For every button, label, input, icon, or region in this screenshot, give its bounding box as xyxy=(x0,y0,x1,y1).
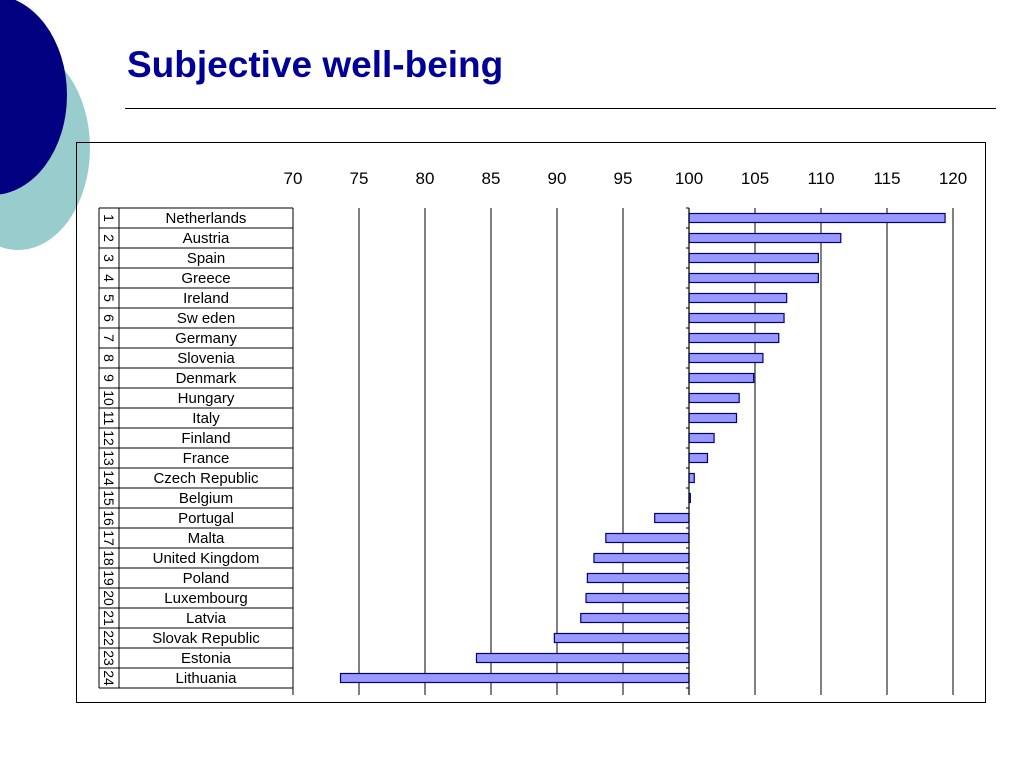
dark-circle-shape xyxy=(0,0,67,195)
x-tick-label: 90 xyxy=(548,169,567,188)
bar xyxy=(688,472,695,484)
category-label: Luxembourg xyxy=(164,590,247,607)
x-tick-label: 75 xyxy=(350,169,369,188)
bar xyxy=(688,272,819,284)
category-label: Hungary xyxy=(178,390,235,407)
bar xyxy=(688,352,764,364)
bar xyxy=(580,612,690,624)
bar xyxy=(654,512,690,524)
category-label: Netherlands xyxy=(166,210,247,227)
x-tick-label: 80 xyxy=(416,169,435,188)
rank-label: 3 xyxy=(101,254,117,262)
rank-label: 9 xyxy=(101,374,117,382)
category-label: United Kingdom xyxy=(153,550,260,567)
rank-label: 2 xyxy=(101,234,117,242)
rank-label: 18 xyxy=(101,550,117,566)
bar xyxy=(688,412,738,424)
rank-label: 15 xyxy=(101,490,117,506)
bar xyxy=(688,452,709,464)
x-tick-label: 100 xyxy=(675,169,703,188)
category-label: Sw eden xyxy=(177,310,235,327)
category-label: Italy xyxy=(192,410,220,427)
rank-label: 10 xyxy=(101,390,117,406)
bar xyxy=(688,232,842,244)
category-label: Estonia xyxy=(181,650,232,667)
bar xyxy=(688,372,755,384)
category-label: Latvia xyxy=(186,610,227,627)
x-tick-label: 115 xyxy=(873,169,900,188)
category-label: Lithuania xyxy=(176,670,238,687)
rank-label: 11 xyxy=(101,411,117,426)
category-label: Slovak Republic xyxy=(152,630,260,647)
title-divider xyxy=(125,108,996,109)
bar xyxy=(605,532,690,544)
x-tick-label: 105 xyxy=(741,169,769,188)
bar xyxy=(593,552,690,564)
rank-label: 19 xyxy=(101,570,117,586)
category-label: Ireland xyxy=(183,290,229,307)
bar xyxy=(688,212,946,224)
chart-frame: 70 75 80 85 90 95 100 105 110 115 120 1 Netherlands 2… xyxy=(76,142,986,703)
bar xyxy=(688,252,819,264)
category-label: Belgium xyxy=(179,490,233,507)
rank-label: 14 xyxy=(101,470,117,486)
category-label: Germany xyxy=(175,330,237,347)
bar xyxy=(553,632,690,644)
category-label: Poland xyxy=(183,570,230,587)
rank-label: 22 xyxy=(101,630,117,646)
x-tick-label: 120 xyxy=(939,169,967,188)
category-label: Malta xyxy=(188,530,225,547)
category-label: Spain xyxy=(187,250,225,267)
slide-title: Subjective well-being xyxy=(127,44,504,85)
category-label: Greece xyxy=(181,270,230,287)
bar xyxy=(688,332,780,344)
x-tick-label: 110 xyxy=(807,169,834,188)
rank-label: 21 xyxy=(101,610,117,626)
category-label: Portugal xyxy=(178,510,234,527)
rank-label: 24 xyxy=(101,670,117,686)
category-label: Slovenia xyxy=(177,350,235,367)
rank-label: 8 xyxy=(101,354,117,362)
rank-label: 23 xyxy=(101,650,117,666)
rank-label: 4 xyxy=(101,274,117,282)
bar xyxy=(688,432,715,444)
bar xyxy=(688,392,740,404)
rank-label: 12 xyxy=(101,430,117,446)
category-label: Denmark xyxy=(176,370,237,387)
category-label: France xyxy=(183,450,230,467)
rank-label: 7 xyxy=(101,334,117,342)
rank-label: 1 xyxy=(101,214,117,222)
bar xyxy=(688,312,785,324)
rank-label: 16 xyxy=(101,510,117,526)
rank-label: 5 xyxy=(101,294,117,302)
corner-decoration xyxy=(0,0,90,250)
rank-label: 17 xyxy=(101,530,117,546)
bar xyxy=(586,572,690,584)
x-tick-label: 70 xyxy=(284,169,303,188)
rank-label: 6 xyxy=(101,314,117,322)
x-tick-label: 95 xyxy=(614,169,633,188)
bar xyxy=(585,592,690,604)
category-label: Austria xyxy=(183,230,230,247)
bar xyxy=(339,672,690,684)
category-label: Finland xyxy=(181,430,230,447)
rank-label: 20 xyxy=(101,590,117,606)
bar xyxy=(688,292,788,304)
category-label: Czech Republic xyxy=(153,470,259,487)
rank-label: 13 xyxy=(101,450,117,466)
bar xyxy=(475,652,690,664)
x-tick-label: 85 xyxy=(482,169,501,188)
